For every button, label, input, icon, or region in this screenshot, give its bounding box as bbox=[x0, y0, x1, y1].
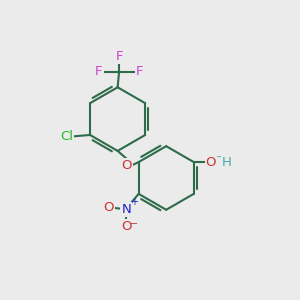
Text: F: F bbox=[136, 65, 143, 79]
Text: F: F bbox=[115, 50, 123, 63]
Text: −: − bbox=[130, 220, 139, 230]
Text: F: F bbox=[95, 65, 103, 79]
Text: +: + bbox=[130, 197, 138, 207]
Text: N: N bbox=[122, 203, 131, 216]
Text: −: − bbox=[216, 152, 224, 162]
Text: O: O bbox=[121, 159, 132, 172]
Text: O: O bbox=[206, 156, 216, 169]
Text: O: O bbox=[103, 201, 114, 214]
Text: Cl: Cl bbox=[60, 130, 73, 143]
Text: H: H bbox=[222, 156, 232, 169]
Text: O: O bbox=[121, 220, 131, 233]
